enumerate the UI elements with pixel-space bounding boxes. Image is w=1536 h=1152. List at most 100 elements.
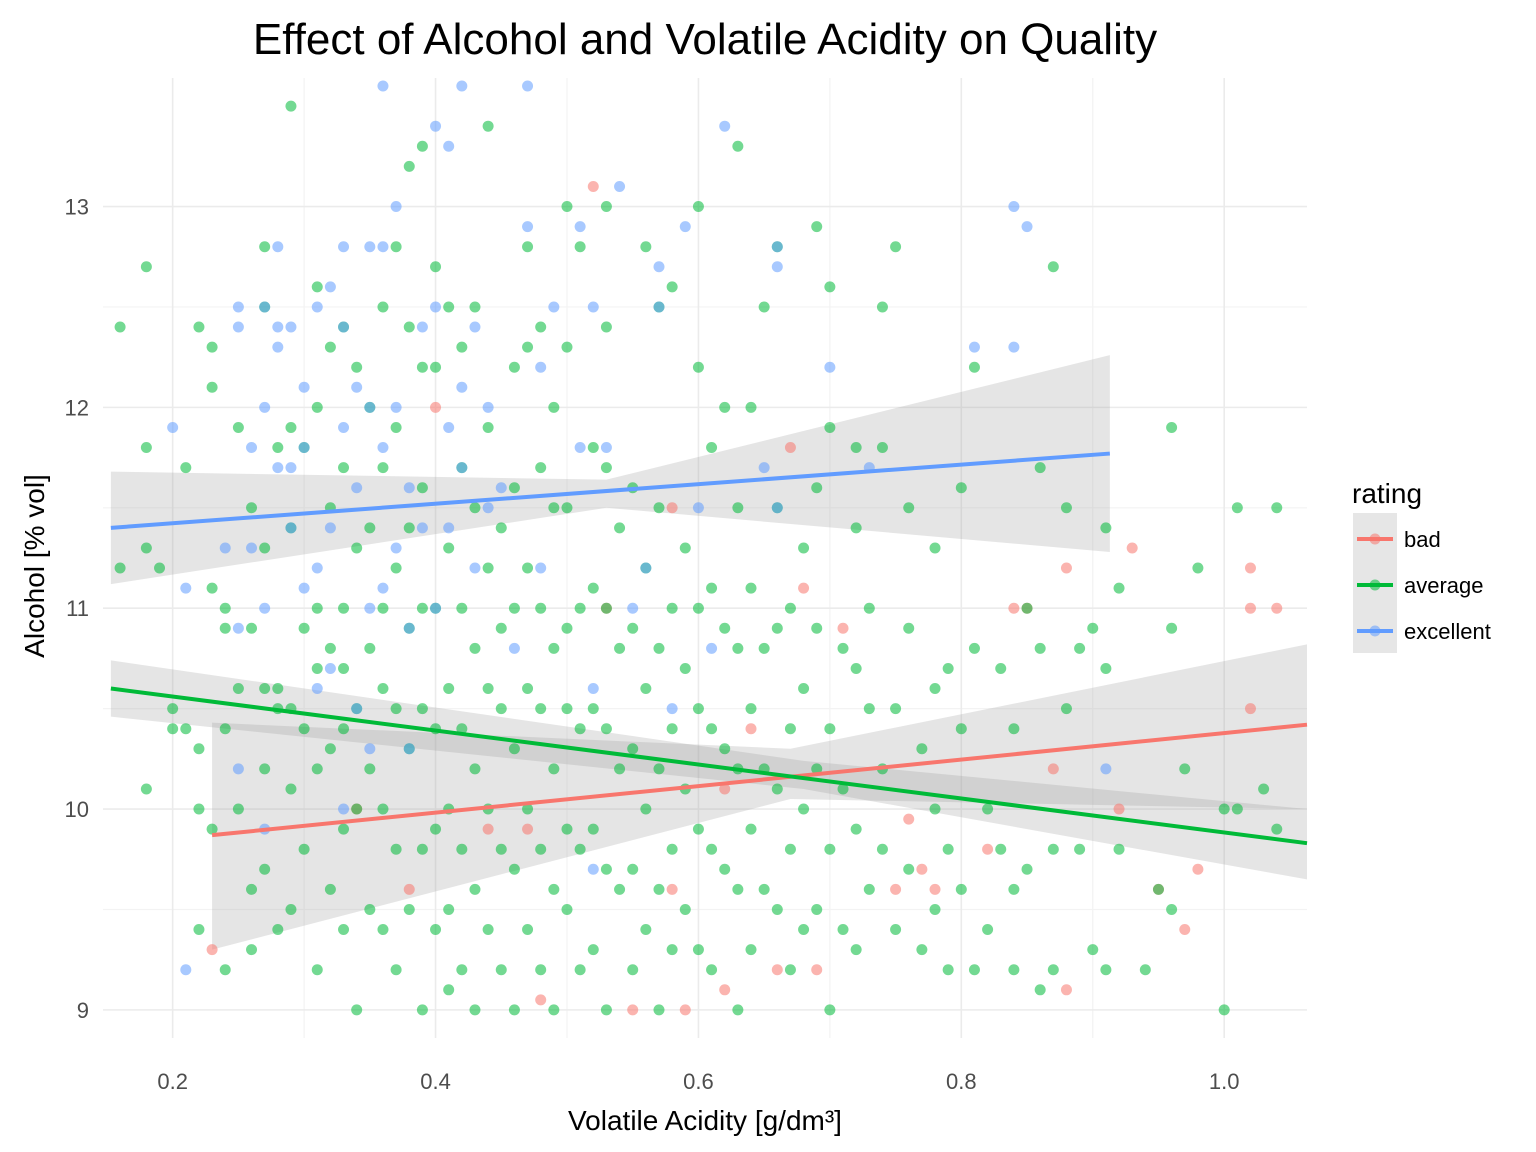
data-point-bad (798, 582, 810, 594)
data-point-average (614, 763, 626, 775)
data-point-excellent (469, 562, 481, 574)
data-point-average (890, 924, 902, 936)
data-point-excellent (272, 321, 284, 333)
data-point-average (850, 944, 862, 956)
data-point-average (719, 743, 731, 755)
data-point-average (903, 622, 915, 634)
data-point-average (798, 542, 810, 554)
data-point-average (587, 703, 599, 715)
data-point-average (259, 241, 271, 253)
data-point-excellent (338, 241, 350, 253)
data-point-average (535, 321, 547, 333)
data-point-average (1074, 843, 1086, 855)
data-point-bad (1244, 703, 1256, 715)
data-point-average (561, 502, 573, 514)
data-point-average (811, 903, 823, 915)
data-point-average (390, 241, 402, 253)
data-point-average (443, 984, 455, 996)
data-point-average (522, 924, 534, 936)
data-point-excellent (390, 201, 402, 213)
data-point-average (995, 662, 1007, 674)
data-point-average (627, 964, 639, 976)
data-point-bad (771, 964, 783, 976)
data-point-average (259, 542, 271, 554)
data-point-average (508, 361, 520, 373)
data-point-average (706, 964, 718, 976)
data-point-average (495, 522, 507, 534)
data-point-excellent (259, 602, 271, 614)
data-point-average (364, 522, 376, 534)
data-point-average (850, 442, 862, 454)
data-point-average (1060, 703, 1072, 715)
data-point-average (574, 241, 586, 253)
data-point-average (600, 201, 612, 213)
data-point-average (784, 602, 796, 614)
data-point-average (548, 1004, 560, 1016)
data-point-excellent (338, 421, 350, 433)
data-point-excellent (430, 120, 442, 132)
data-point-average (798, 803, 810, 815)
data-point-average (246, 502, 258, 514)
data-point-average (535, 703, 547, 715)
data-point-excellent (824, 361, 836, 373)
data-point-average (692, 823, 704, 835)
data-point-average (548, 502, 560, 514)
data-point-average (338, 823, 350, 835)
y-axis-title: Alcohol [% vol] (19, 474, 50, 658)
data-point-average (679, 542, 691, 554)
legend-key-point-excellent (1369, 625, 1381, 637)
data-point-excellent (495, 482, 507, 494)
data-point-average (377, 803, 389, 815)
data-point-average (600, 723, 612, 735)
data-point-bad (403, 883, 415, 895)
data-point-average (640, 683, 652, 695)
data-point-excellent (298, 381, 310, 393)
data-point-average (482, 683, 494, 695)
data-point-average (351, 803, 363, 815)
data-point-average (338, 723, 350, 735)
data-point-excellent (285, 462, 297, 474)
data-point-average (942, 662, 954, 674)
data-point-bad (1060, 562, 1072, 574)
data-point-excellent (377, 442, 389, 454)
data-point-average (298, 723, 310, 735)
trend-line-average (110, 686, 1308, 846)
data-point-excellent (574, 442, 586, 454)
x-tick-label: 0.8 (946, 1069, 977, 1094)
data-point-bad (929, 883, 941, 895)
data-point-excellent (653, 261, 665, 273)
data-point-bad (430, 401, 442, 413)
data-point-average (403, 160, 415, 172)
data-point-excellent (324, 522, 336, 534)
grid-lines (103, 78, 1307, 1038)
data-point-excellent (272, 462, 284, 474)
data-point-average (206, 341, 218, 353)
data-point-average (443, 542, 455, 554)
data-point-average (508, 1004, 520, 1016)
data-point-average (824, 281, 836, 293)
data-point-average (311, 662, 323, 674)
data-point-bad (666, 883, 678, 895)
data-point-excellent (167, 421, 179, 433)
data-point-average (522, 241, 534, 253)
y-axis-ticks: 9 10 11 12 13 (65, 195, 89, 1023)
data-point-average (942, 843, 954, 855)
data-point-average (508, 863, 520, 875)
data-point-bad (535, 994, 547, 1006)
data-point-excellent (390, 401, 402, 413)
data-point-excellent (587, 863, 599, 875)
data-point-excellent (259, 301, 271, 313)
data-point-average (206, 823, 218, 835)
data-point-average (351, 1004, 363, 1016)
data-point-average (653, 642, 665, 654)
data-point-bad (679, 1004, 691, 1016)
data-point-excellent (482, 401, 494, 413)
data-point-average (351, 542, 363, 554)
data-point-average (1218, 1004, 1230, 1016)
data-point-average (968, 642, 980, 654)
data-point-average (719, 401, 731, 413)
data-point-bad (916, 863, 928, 875)
data-point-average (719, 863, 731, 875)
data-point-average (1047, 843, 1059, 855)
x-axis-ticks: 0.2 0.4 0.6 0.8 1.0 (157, 1069, 1239, 1094)
